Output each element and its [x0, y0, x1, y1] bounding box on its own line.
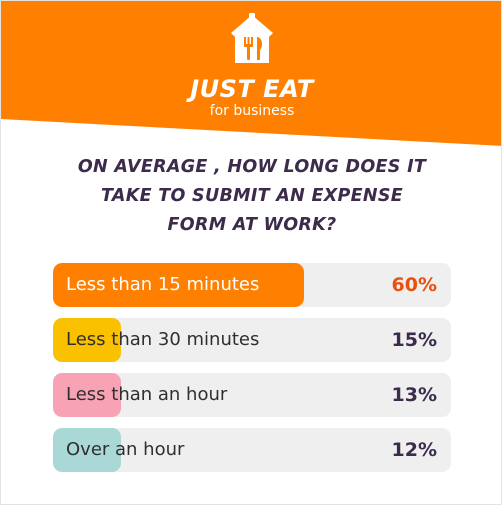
brand-name: JUST EAT	[190, 75, 314, 103]
bar-label: Less than an hour	[66, 384, 228, 405]
bar-row: Over an hour 12%	[53, 428, 451, 472]
bar-value-label: 60%	[391, 274, 437, 296]
banner-shape	[1, 1, 501, 146]
bar-row: Less than 30 minutes 15%	[53, 318, 451, 362]
bar	[53, 263, 304, 307]
poll-question: ON AVERAGE , HOW LONG DOES IT TAKE TO SU…	[77, 157, 427, 235]
bar-value-label: 12%	[391, 439, 437, 461]
bar-label: Over an hour	[66, 439, 185, 460]
brand-banner	[1, 1, 501, 146]
bar-value-label: 15%	[391, 329, 437, 351]
bar-row: Less than 15 minutes 60%	[53, 263, 451, 307]
poll-results: Less than 15 minutes 60% Less than 30 minu…	[53, 263, 451, 483]
brand-block: JUST EAT for business	[1, 75, 501, 120]
bar	[53, 373, 121, 417]
bar	[53, 428, 121, 472]
house-fork-knife-icon	[229, 13, 275, 65]
bar-label: Less than 15 minutes	[66, 274, 260, 295]
brand-subtitle: for business	[209, 103, 295, 119]
bar-label: Less than 30 minutes	[66, 329, 260, 350]
bar	[53, 318, 121, 362]
bar-row: Less than an hour 13%	[53, 373, 451, 417]
bar-value-label: 13%	[391, 384, 437, 406]
